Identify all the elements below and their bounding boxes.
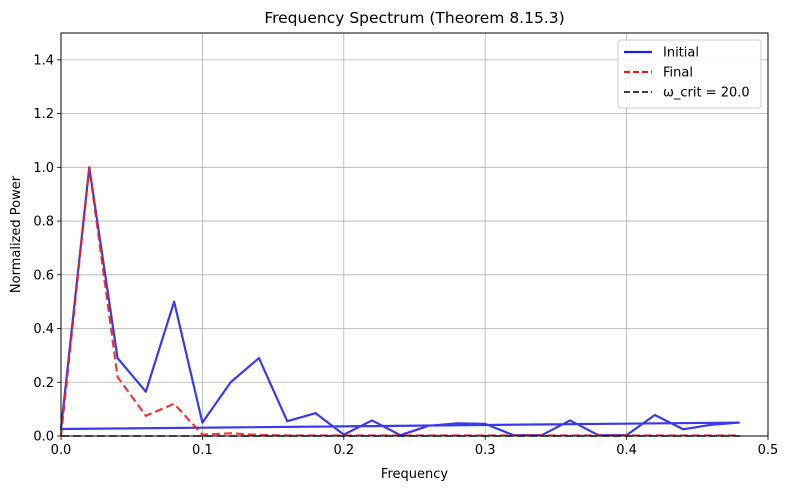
x-axis-label: Frequency (381, 467, 448, 482)
y-tick-label: 1.0 (33, 161, 54, 176)
y-axis-label: Normalized Power (9, 175, 24, 293)
series-layer (59, 166, 740, 437)
series-line-initial (59, 166, 740, 437)
x-tick-label: 0.2 (333, 443, 354, 458)
plot-frame (60, 32, 769, 437)
legend: Initial Final ω_crit = 20.0 (617, 39, 762, 109)
y-tick-label: 0.6 (33, 268, 54, 283)
y-tick-label: 0.4 (33, 322, 54, 337)
y-tick-label: 1.2 (33, 107, 54, 122)
series-line-final (59, 166, 740, 437)
y-tick-label: 0.2 (33, 376, 54, 391)
legend-box (617, 39, 762, 109)
y-axis-ticks: 0.0 0.2 0.4 0.6 0.8 1.0 1.2 1.4 (33, 53, 61, 445)
y-tick-label: 0.0 (33, 430, 54, 445)
chart-title: Frequency Spectrum (Theorem 8.15.3) (264, 9, 564, 27)
x-tick-label: 0.5 (758, 443, 779, 458)
x-tick-label: 0.0 (51, 443, 72, 458)
legend-label-initial: Initial (663, 46, 699, 61)
legend-label-omega-crit: ω_crit = 20.0 (663, 86, 750, 101)
x-tick-label: 0.3 (475, 443, 496, 458)
x-tick-label: 0.1 (192, 443, 213, 458)
y-tick-label: 1.4 (33, 53, 54, 68)
x-axis-ticks: 0.0 0.1 0.2 0.3 0.4 0.5 (51, 436, 779, 458)
x-tick-label: 0.4 (616, 443, 637, 458)
legend-label-final: Final (663, 66, 693, 81)
y-tick-label: 0.8 (33, 215, 54, 230)
